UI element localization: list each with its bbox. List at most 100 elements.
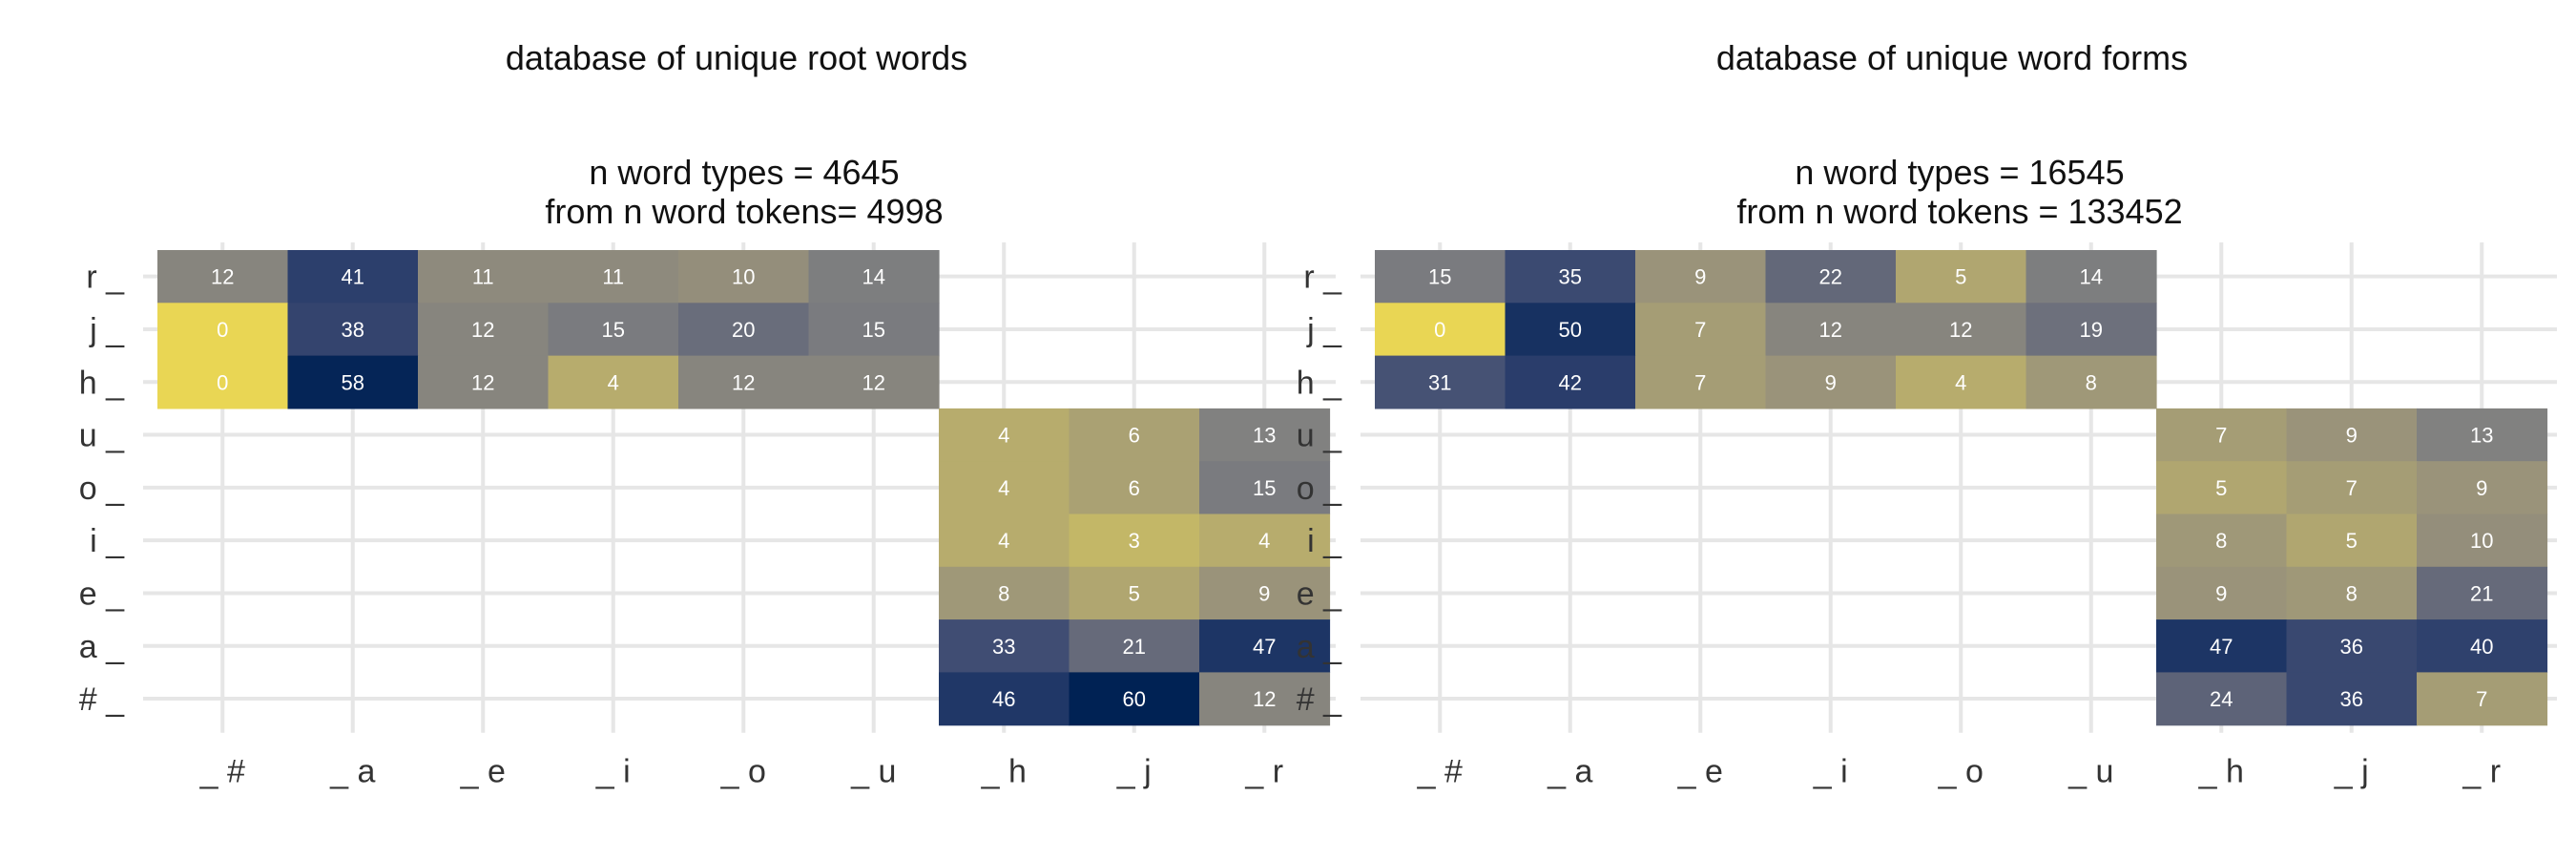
heatmap-cell [939, 619, 1070, 673]
x-tick-label: _ j [1116, 754, 1152, 790]
cell-value-label: 12 [1949, 318, 1972, 342]
cell-value-label: 8 [998, 581, 1009, 605]
x-tick-label: _ h [981, 754, 1027, 790]
heatmap-cell [1765, 355, 1897, 409]
heatmap-cell [2417, 461, 2548, 515]
heatmap-cell [2025, 355, 2157, 409]
x-tick-label: _ # [199, 754, 245, 790]
heatmap-cell [2286, 513, 2418, 568]
heatmap-cell [808, 250, 940, 304]
cell-value-label: 21 [1123, 635, 1146, 659]
cell-value-label: 35 [1559, 265, 1582, 289]
cell-value-label: 41 [342, 265, 364, 289]
cell-value-label: 7 [2346, 476, 2358, 500]
cell-value-label: 13 [1253, 424, 1276, 448]
heatmap-cell [157, 355, 289, 409]
y-tick-label: h _ [79, 365, 125, 401]
heatmap-cell [2156, 619, 2288, 673]
cell-value-label: 9 [2215, 581, 2227, 605]
cell-value-label: 4 [998, 424, 1009, 448]
cell-value-label: 6 [1129, 476, 1140, 500]
y-tick-label: u _ [1297, 418, 1342, 454]
heatmap-cell [2286, 619, 2418, 673]
heatmap-cell [418, 355, 550, 409]
heatmap-cell [1069, 672, 1200, 726]
x-tick-label: _ e [460, 754, 506, 790]
panel-2-subtitle-line-1: n word types = 16545 [1795, 153, 2125, 192]
y-tick-label: j _ [1306, 312, 1342, 348]
heatmap-cell [2025, 250, 2157, 304]
y-tick-label: a _ [79, 629, 125, 665]
cell-value-label: 7 [2476, 687, 2487, 711]
heatmap-cell [2286, 461, 2418, 515]
cell-value-label: 22 [1819, 265, 1842, 289]
x-tick-label: _ r [2462, 754, 2501, 790]
cell-value-label: 10 [732, 265, 755, 289]
heatmap-cell [1765, 250, 1897, 304]
cell-value-label: 31 [1428, 370, 1451, 394]
y-tick-label: a _ [1297, 629, 1342, 665]
y-tick-label: o _ [1297, 471, 1342, 507]
heatmap-cell [287, 303, 419, 357]
heatmap-cell [2156, 408, 2288, 462]
cell-value-label: 0 [217, 370, 228, 394]
cell-value-label: 12 [862, 370, 885, 394]
cell-value-label: 19 [2080, 318, 2103, 342]
heatmap-cell [2286, 408, 2418, 462]
heatmap-cell [678, 355, 810, 409]
heatmap-cell [2156, 566, 2288, 620]
heatmap-cell [2286, 566, 2418, 620]
cell-value-label: 12 [211, 265, 234, 289]
heatmap-cell [939, 513, 1070, 568]
cell-value-label: 5 [2346, 529, 2358, 553]
heatmap-cell [939, 461, 1070, 515]
x-tick-label: _ e [1677, 754, 1723, 790]
heatmap-cell [1375, 355, 1506, 409]
x-tick-label: _ # [1417, 754, 1463, 790]
cell-value-label: 4 [1955, 370, 1966, 394]
x-tick-label: _ u [850, 754, 896, 790]
heatmap-cell [2156, 461, 2288, 515]
cell-value-label: 3 [1129, 529, 1140, 553]
panel-1-subtitle-line-1: n word types = 4645 [589, 153, 900, 192]
cell-value-label: 0 [1434, 318, 1445, 342]
heatmap-cell [1505, 303, 1636, 357]
cell-value-label: 15 [1428, 265, 1451, 289]
cell-value-label: 14 [862, 265, 885, 289]
cell-value-label: 12 [732, 370, 755, 394]
cell-value-label: 40 [2470, 635, 2493, 659]
panel-2-subtitle: n word types = 16545 from n word tokens … [1444, 153, 2475, 231]
heatmap-cell [1069, 408, 1200, 462]
cell-value-label: 12 [471, 318, 494, 342]
heatmap-cell [2025, 303, 2157, 357]
cell-value-label: 10 [2470, 529, 2493, 553]
heatmap-cell [1199, 672, 1331, 726]
heatmap-cell [1069, 566, 1200, 620]
heatmap-cell [287, 355, 419, 409]
heatmap-cell [157, 303, 289, 357]
y-tick-label: e _ [1297, 576, 1342, 612]
x-tick-label: _ h [2198, 754, 2244, 790]
heatmap-cell [2286, 672, 2418, 726]
heatmap-panel-2: r _j _h _u _o _i _e _a _ # _ _ # _ a _ e _ i _… [1297, 242, 2557, 790]
x-tick-label: _ o [720, 754, 766, 790]
heatmap-cell [678, 303, 810, 357]
heatmap-cell [1635, 303, 1767, 357]
cell-value-label: 9 [2476, 476, 2487, 500]
heatmap-cell [548, 250, 679, 304]
y-tick-label: e _ [79, 576, 125, 612]
cell-value-label: 60 [1123, 687, 1146, 711]
cell-value-label: 9 [1694, 265, 1706, 289]
heatmap-cell [157, 250, 289, 304]
cell-value-label: 9 [2346, 424, 2358, 448]
heatmap-cell [1069, 461, 1200, 515]
heatmap-cell [1199, 566, 1331, 620]
cell-value-label: 7 [1694, 318, 1706, 342]
cell-value-label: 12 [1819, 318, 1842, 342]
y-tick-label: i _ [90, 523, 125, 559]
heatmap-cell [808, 303, 940, 357]
y-tick-label: # _ [1297, 681, 1342, 718]
heatmap-cell [1505, 250, 1636, 304]
y-tick-label: r _ [86, 260, 125, 296]
cell-value-label: 5 [2215, 476, 2227, 500]
